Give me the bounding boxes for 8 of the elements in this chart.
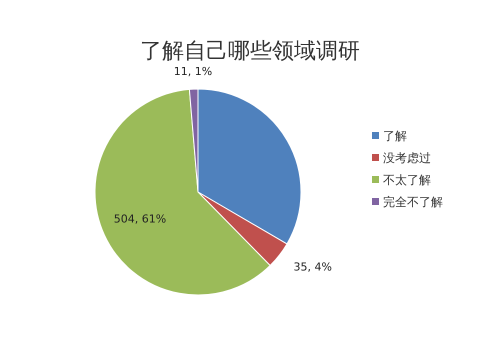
- legend-label: 了解: [383, 129, 407, 143]
- data-label: 504, 61%: [114, 212, 166, 226]
- legend-label: 没考虑过: [383, 151, 431, 165]
- chart-title: 了解自己哪些领域调研: [140, 39, 360, 64]
- data-label: 35, 4%: [293, 260, 332, 274]
- legend-label: 完全不了解: [383, 195, 443, 209]
- legend-label: 不太了解: [383, 173, 431, 187]
- data-label: 11, 1%: [174, 65, 212, 78]
